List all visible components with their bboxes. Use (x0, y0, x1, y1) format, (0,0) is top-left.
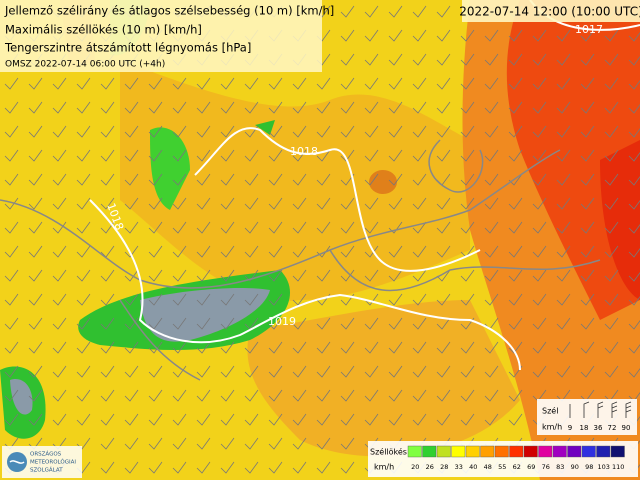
isobar-label: 1018 (290, 145, 318, 158)
gust-legend-label: 40 (469, 463, 477, 471)
wind-legend-label: 72 (608, 424, 617, 432)
wind-legend-label: 9 (568, 424, 572, 432)
valid-time: 2022-07-14 12:00 (10:00 UTC) (459, 5, 640, 19)
gust-legend-label: 103 (598, 463, 610, 471)
gust-color-cell (436, 445, 451, 458)
gust-legend-label: 26 (426, 463, 434, 471)
logo-text: SZOLGÁLAT (30, 467, 63, 474)
logo: ORSZÁGOS METEOROLÓGIAI SZOLGÁLAT (2, 446, 82, 478)
wind-barb-icon (583, 401, 590, 418)
gust-legend-label: 62 (513, 463, 521, 471)
gust-legend: Széllökés km/h 20 26 28 33 40 48 55 62 69 76 83 90 9… (368, 441, 638, 477)
gust-color-cell (480, 445, 495, 458)
gust-color-cell (465, 445, 480, 458)
time-panel: 2022-07-14 12:00 (10:00 UTC) (459, 0, 640, 22)
gust-legend-label: 28 (440, 463, 448, 471)
gust-legend-label: 33 (455, 463, 463, 471)
header-line: Jellemző szélirány és átlagos szélsebess… (4, 4, 334, 18)
gust-color-cell (494, 445, 509, 458)
gust-color-cell (596, 445, 611, 458)
wind-barb-icon (611, 401, 618, 418)
wind-legend-label: 18 (580, 424, 589, 432)
wind-barb-icon (597, 401, 604, 418)
gust-color-cell (552, 445, 567, 458)
gust-legend-label: 48 (484, 463, 492, 471)
header-line: Tengerszintre átszámított légnyomás [hPa… (4, 41, 251, 55)
gust-color-cell (538, 445, 553, 458)
wind-legend-label: 36 (594, 424, 603, 432)
gust-legend-label: 69 (527, 463, 535, 471)
gust-color-cell (422, 445, 437, 458)
gust-color-cell (509, 445, 524, 458)
gust-legend-label: 90 (571, 463, 579, 471)
gust-legend-label: 76 (542, 463, 550, 471)
isobar-label: 1017 (575, 23, 603, 36)
logo-text: METEOROLÓGIAI (30, 459, 76, 466)
gust-legend-label: 98 (585, 463, 593, 471)
header-line: Maximális széllökés (10 m) [km/h] (5, 23, 202, 37)
gust-color-cell (581, 445, 596, 458)
logo-text: ORSZÁGOS (30, 451, 62, 458)
run-info: OMSZ 2022-07-14 06:00 UTC (+4h) (5, 60, 165, 70)
header-panel: Jellemző szélirány és átlagos szélsebess… (0, 0, 334, 72)
gust-color-cell (523, 445, 538, 458)
isobar-label: 1019 (268, 315, 296, 328)
gust-color-cell (451, 445, 466, 458)
gust-color-cell (610, 445, 625, 458)
gust-color-cell (407, 445, 422, 458)
gust-legend-unit: km/h (374, 463, 394, 472)
wind-barb-icon (625, 401, 632, 418)
gust-legend-title: Széllökés (370, 447, 407, 457)
wind-legend-unit: km/h (542, 423, 562, 432)
borders (0, 139, 601, 381)
gust-color-cell (567, 445, 582, 458)
gust-legend-label: 83 (556, 463, 564, 471)
wind-legend-title: Szél (542, 406, 558, 416)
wind-legend: Szél km/h 9 18 36 72 90 (537, 399, 637, 435)
gust-legend-label: 55 (498, 463, 506, 471)
gust-legend-label: 20 (411, 463, 419, 471)
gust-legend-label: 110 (612, 463, 624, 471)
wind-legend-label: 90 (622, 424, 631, 432)
